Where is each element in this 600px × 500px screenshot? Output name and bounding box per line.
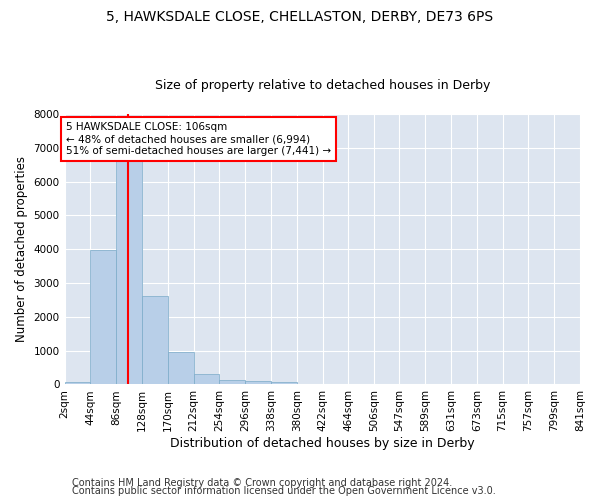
Bar: [142, 296, 168, 384]
Bar: [91, 250, 116, 384]
Bar: [220, 380, 245, 384]
Bar: [271, 382, 297, 384]
Bar: [65, 382, 91, 384]
Title: Size of property relative to detached houses in Derby: Size of property relative to detached ho…: [155, 79, 490, 92]
Bar: [116, 162, 142, 384]
Y-axis label: Number of detached properties: Number of detached properties: [15, 156, 28, 342]
Bar: [245, 380, 271, 384]
Bar: [194, 374, 220, 384]
X-axis label: Distribution of detached houses by size in Derby: Distribution of detached houses by size …: [170, 437, 475, 450]
Bar: [168, 352, 194, 384]
Text: Contains HM Land Registry data © Crown copyright and database right 2024.: Contains HM Land Registry data © Crown c…: [72, 478, 452, 488]
Text: 5, HAWKSDALE CLOSE, CHELLASTON, DERBY, DE73 6PS: 5, HAWKSDALE CLOSE, CHELLASTON, DERBY, D…: [106, 10, 494, 24]
Text: 5 HAWKSDALE CLOSE: 106sqm
← 48% of detached houses are smaller (6,994)
51% of se: 5 HAWKSDALE CLOSE: 106sqm ← 48% of detac…: [66, 122, 331, 156]
Text: Contains public sector information licensed under the Open Government Licence v3: Contains public sector information licen…: [72, 486, 496, 496]
